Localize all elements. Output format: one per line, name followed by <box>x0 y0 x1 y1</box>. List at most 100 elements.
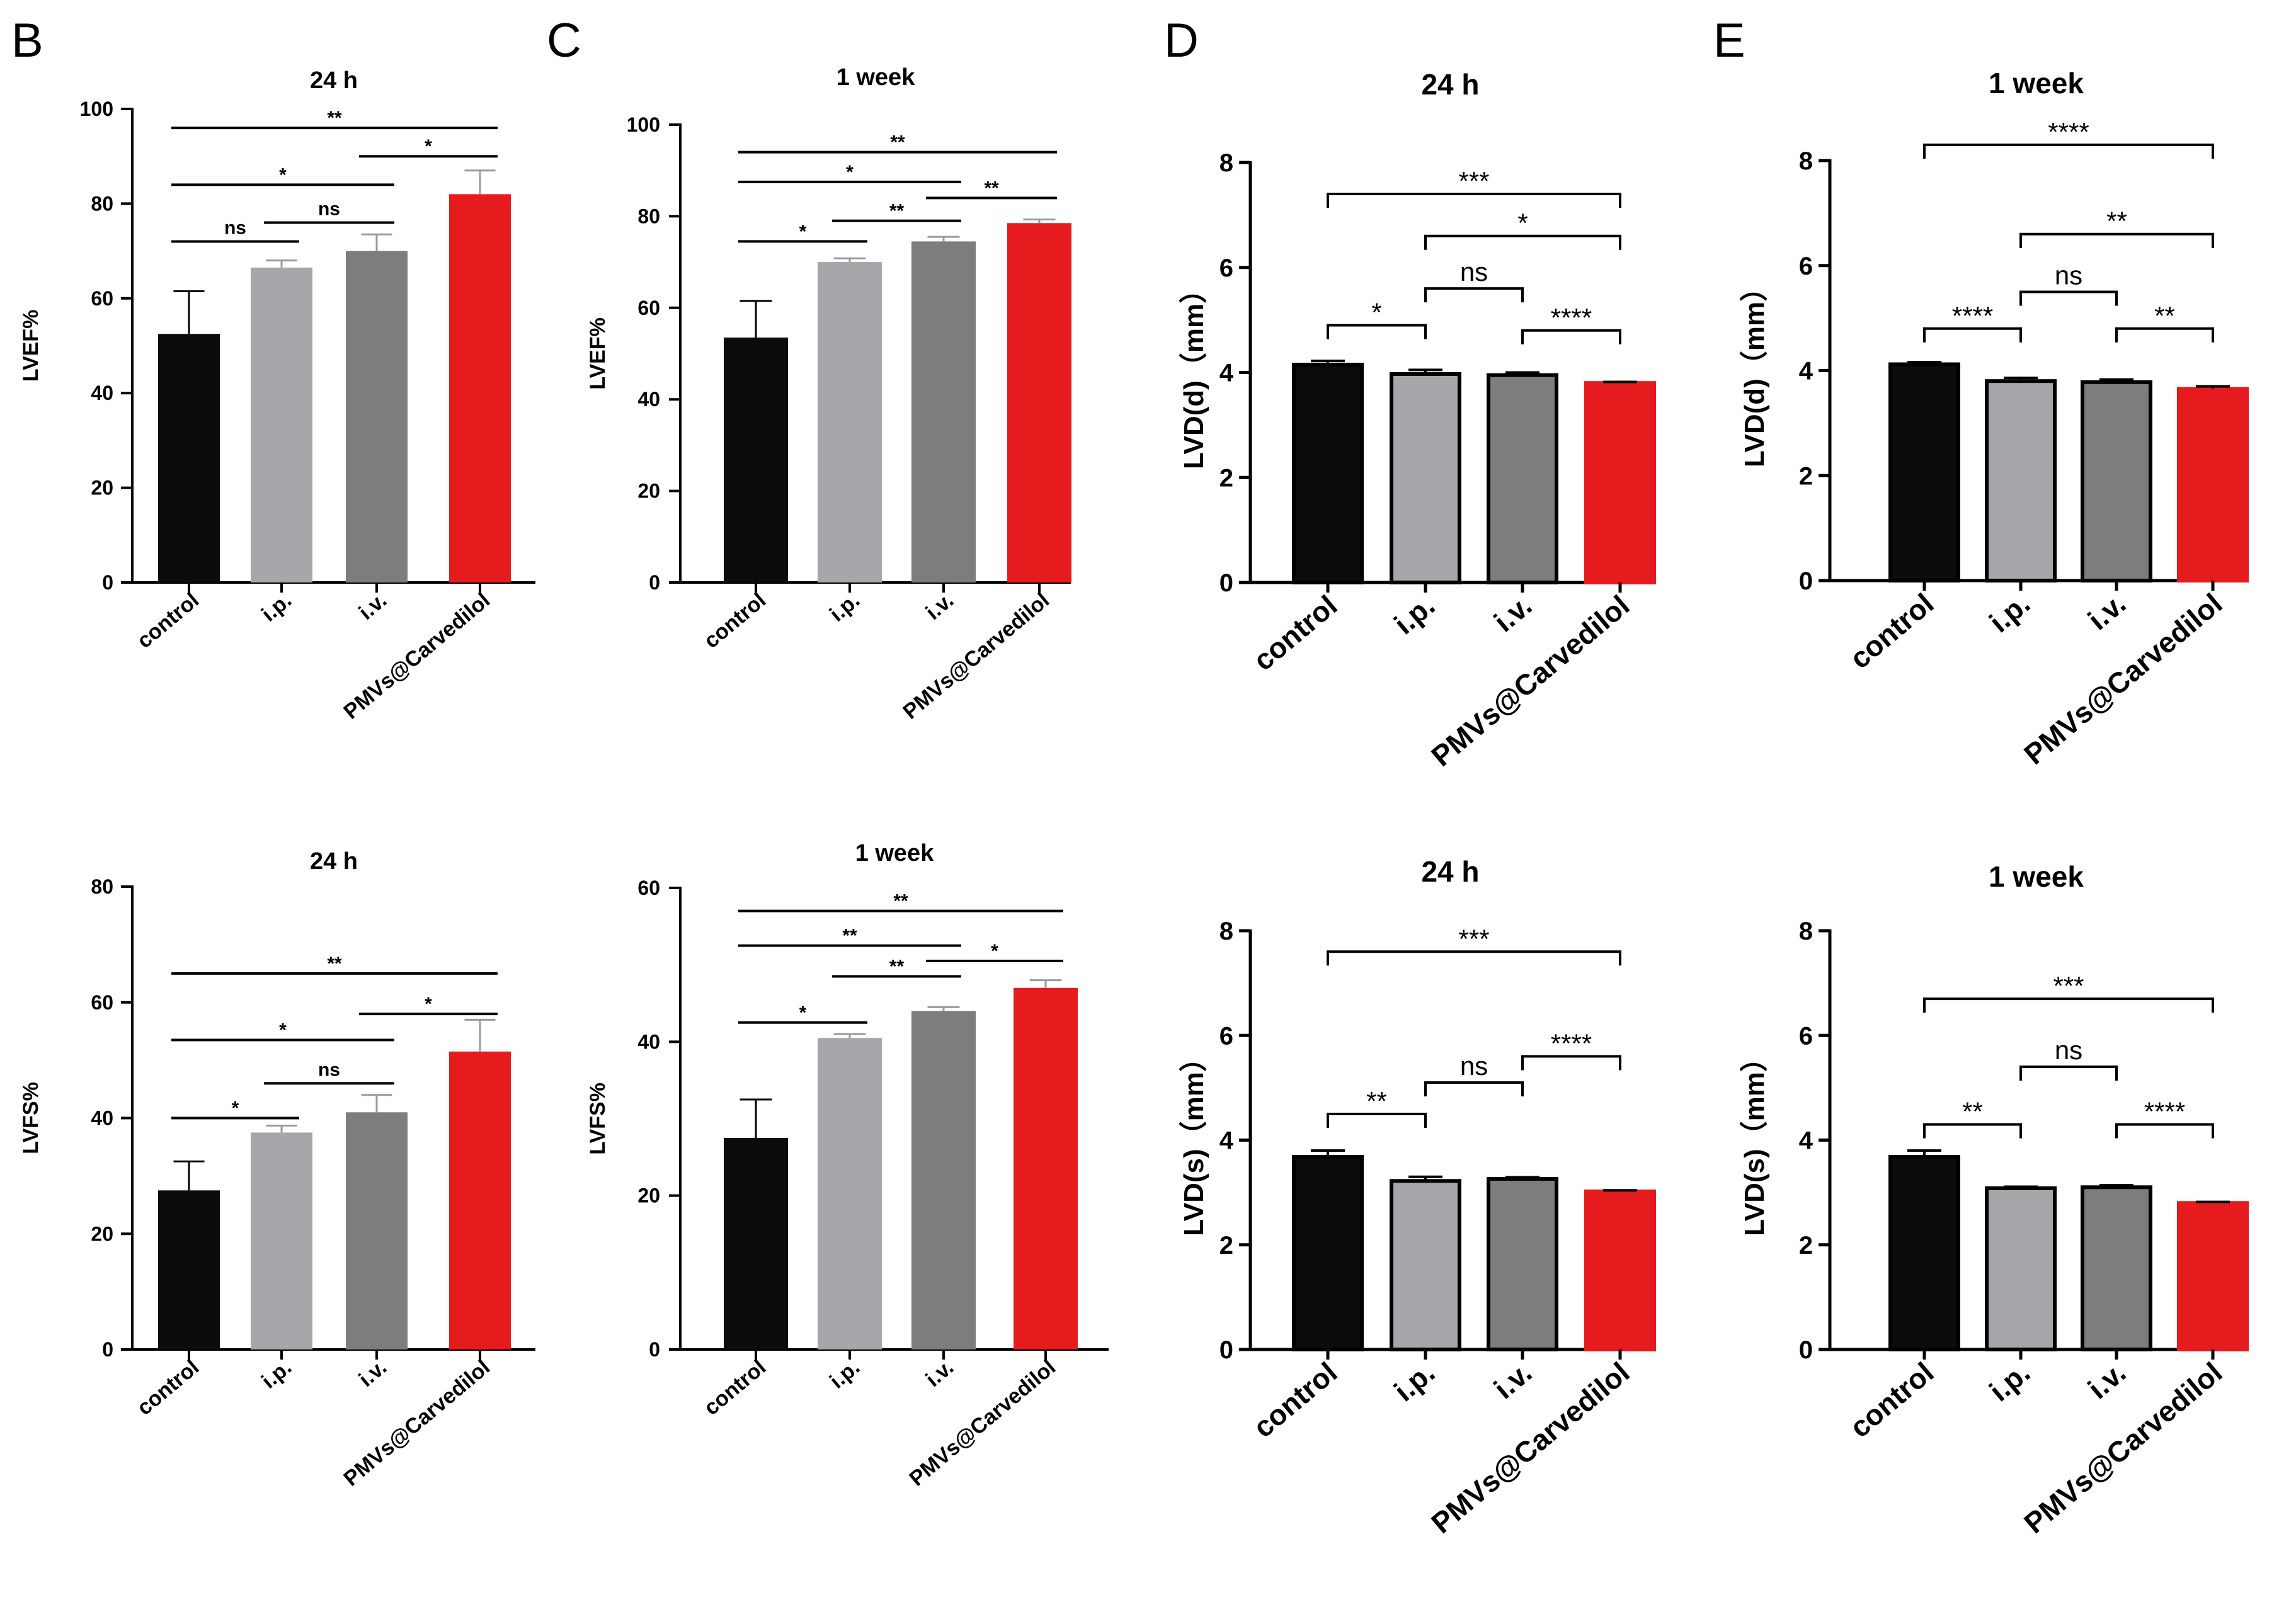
y-axis-label: LVEF% <box>19 310 43 382</box>
significance-bracket <box>2019 290 2118 306</box>
significance-label: ns <box>224 218 246 239</box>
y-tick-label: 20 <box>637 1184 660 1207</box>
y-tick-label: 80 <box>91 875 113 898</box>
significance-label: * <box>799 221 807 242</box>
significance-bracket <box>1923 997 2214 1013</box>
x-category-label: i.p. <box>1388 1356 1441 1408</box>
significance-label: ns <box>318 1059 340 1080</box>
bar-i-v <box>911 241 976 582</box>
significance-label: **** <box>2144 1097 2185 1127</box>
significance-label: **** <box>2048 117 2089 147</box>
significance-label: * <box>799 1003 807 1023</box>
significance-label: *** <box>1458 924 1489 953</box>
y-tick-label: 6 <box>1219 254 1233 282</box>
bar-i-p <box>251 267 312 582</box>
x-category-label: i.v. <box>1488 589 1538 639</box>
y-tick-label: 8 <box>1799 147 1813 175</box>
significance-label: * <box>1517 208 1528 238</box>
significance-label: *** <box>2053 971 2084 1001</box>
significance-label: ns <box>1460 1051 1488 1081</box>
significance-label: **** <box>1551 1029 1592 1059</box>
y-tick-label: 0 <box>1219 569 1233 597</box>
panel-label-e: E <box>1713 14 1745 67</box>
y-tick-label: 4 <box>1799 1127 1813 1155</box>
bar-i-p <box>818 262 882 582</box>
chart-title: 24 h <box>310 67 358 94</box>
bar-pmvs-carvedilol <box>1584 381 1656 584</box>
y-axis-label: LVEF% <box>586 317 610 390</box>
significance-bracket <box>1923 1123 2022 1139</box>
y-tick-label: 2 <box>1799 1232 1813 1259</box>
y-tick-label: 80 <box>637 205 660 227</box>
x-category-label: control <box>1247 589 1344 677</box>
y-tick-label: 60 <box>637 877 660 899</box>
y-tick-label: 0 <box>649 1338 660 1361</box>
bar-control <box>158 334 220 582</box>
significance-label: * <box>991 941 998 962</box>
significance-bracket <box>2019 1065 2118 1081</box>
y-tick-label: 40 <box>91 1107 113 1130</box>
significance-label: * <box>232 1098 239 1119</box>
x-category-label: control <box>1247 1356 1344 1444</box>
bar-pmvs-carvedilol <box>1014 987 1078 1349</box>
bar-i-p <box>1390 372 1461 584</box>
panel-label-d: D <box>1164 14 1199 67</box>
y-tick-label: 6 <box>1799 1022 1813 1050</box>
y-axis-label: LVD(d)（mm） <box>1739 274 1770 467</box>
y-tick-label: 4 <box>1219 1127 1234 1155</box>
x-category-label: i.v. <box>2082 587 2132 637</box>
bar-pmvs-carvedilol <box>449 1051 511 1349</box>
y-axis-label: LVD(d)（mm） <box>1179 276 1209 469</box>
y-tick-label: 6 <box>1219 1022 1233 1050</box>
y-tick-label: 0 <box>1219 1336 1233 1364</box>
y-axis-label: LVFS% <box>19 1082 43 1154</box>
bar-pmvs-carvedilol <box>2177 387 2249 583</box>
significance-label: ** <box>893 891 908 912</box>
chart-title: 24 h <box>1421 855 1479 888</box>
significance-label: * <box>279 1020 287 1040</box>
significance-label: **** <box>1551 303 1592 332</box>
significance-bracket <box>1327 193 1621 208</box>
y-tick-label: 20 <box>91 1222 113 1245</box>
y-tick-label: 0 <box>1799 1336 1813 1364</box>
x-category-label: i.v. <box>2082 1356 2132 1406</box>
x-category-label: i.v. <box>1488 1356 1538 1406</box>
bar-pmvs-carvedilol <box>2177 1201 2249 1351</box>
y-tick-label: 0 <box>1799 567 1813 595</box>
bar-i-v <box>1487 373 1558 584</box>
panel-label-c: C <box>547 14 581 67</box>
y-tick-label: 80 <box>91 192 113 215</box>
significance-label: * <box>846 162 854 183</box>
significance-bracket <box>1424 1081 1524 1097</box>
x-category-label: i.v. <box>921 1355 958 1392</box>
bar-i-v <box>1487 1177 1558 1351</box>
significance-bracket <box>1923 143 2214 159</box>
y-axis-label: LVD(s)（mm） <box>1739 1044 1770 1236</box>
bar-pmvs-carvedilol <box>1007 223 1071 582</box>
bar-i-v <box>346 251 408 583</box>
y-tick-label: 0 <box>649 571 660 594</box>
x-category-label: control <box>132 588 203 653</box>
significance-bracket <box>1327 1112 1427 1128</box>
significance-label: ns <box>318 198 340 219</box>
x-category-label: i.p. <box>257 588 296 627</box>
chart-title: 24 h <box>1421 68 1479 101</box>
chart-title: 1 week <box>855 840 935 866</box>
x-category-label: PMVs@Carvedilol <box>898 588 1054 724</box>
chart-title: 1 week <box>837 64 916 91</box>
bar-i-p <box>1985 379 2057 582</box>
chart-title: 1 week <box>1989 67 2084 99</box>
significance-label: * <box>425 994 432 1014</box>
significance-label: ** <box>327 953 342 974</box>
x-category-label: i.p. <box>1388 589 1441 641</box>
bar-control <box>724 338 788 582</box>
x-category-label: i.p. <box>257 1355 296 1394</box>
y-tick-label: 60 <box>91 287 113 310</box>
significance-bracket <box>1521 329 1621 344</box>
significance-label: ** <box>890 132 905 153</box>
